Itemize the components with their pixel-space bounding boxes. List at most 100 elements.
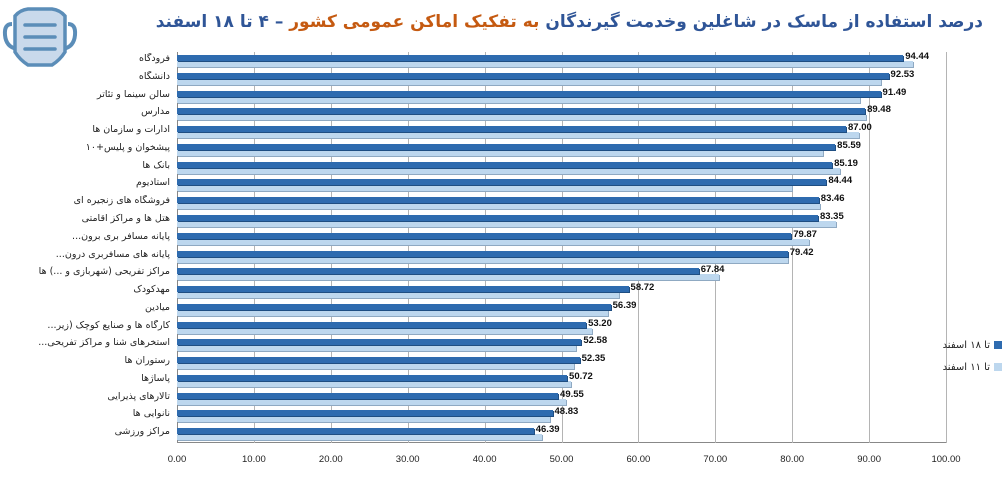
bar-row: 83.35: [177, 210, 946, 230]
bar-row: 46.39: [177, 424, 946, 443]
bar-series2: [177, 363, 574, 370]
data-label: 94.44: [905, 51, 930, 62]
chart-title-part1: درصد استفاده از ماسک در شاغلین وخدمت گیر…: [545, 12, 983, 32]
bar-row: 52.35: [177, 353, 946, 372]
bar-series1: [177, 374, 568, 381]
bar-series1: [177, 214, 818, 221]
legend-item-series1: تا ۱۸ اسفند: [912, 334, 1002, 356]
bar-row: 52.58: [177, 335, 946, 354]
category-label: مهدکودک: [133, 284, 170, 296]
legend-label: تا ۱۱ اسفند: [942, 361, 990, 373]
category-label: پایانه مسافر بری برون...: [72, 230, 170, 242]
bar-series2: [177, 327, 593, 334]
bar-series1: [177, 357, 580, 364]
bar-row: 50.72: [177, 370, 946, 390]
bar-series2: [177, 203, 820, 210]
data-label: 50.72: [569, 370, 593, 382]
bar-series1: [177, 392, 559, 399]
legend-item-series2: تا ۱۱ اسفند: [912, 356, 1002, 378]
x-tick-label: 90.00: [857, 454, 881, 465]
legend-label: تا ۱۸ اسفند: [942, 339, 990, 351]
data-label: 79.87: [793, 228, 817, 240]
category-label: دانشگاه: [138, 70, 170, 82]
category-label: هتل ها و مراکز اقامتی: [81, 212, 170, 224]
bar-series2: [177, 292, 620, 299]
bar-series1: [177, 286, 629, 293]
x-tick-label: 70.00: [703, 454, 728, 465]
bar-row: 92.53: [177, 68, 946, 88]
gridline: [330, 52, 332, 443]
bar-row: 58.72: [177, 282, 946, 301]
legend-swatch-light-blue: [994, 363, 1002, 371]
bar-series1: [177, 232, 792, 239]
x-tick-label: 30.00: [395, 454, 420, 465]
bar-series2: [177, 274, 720, 281]
gridline: [407, 52, 409, 443]
gridline: [561, 52, 563, 443]
data-label: 92.53: [890, 68, 915, 80]
x-tick-label: 60.00: [626, 454, 651, 465]
bar-series2: [177, 61, 913, 67]
bar-series2: [177, 132, 860, 139]
bar-series2: [177, 398, 567, 405]
bar-series1: [177, 55, 904, 61]
category-label: کارگاه ها و صنایع کوچک (زیر...: [47, 319, 170, 331]
bar-row: 87.00: [177, 122, 946, 141]
bar-series2: [177, 345, 577, 352]
bar-series2: [177, 114, 867, 121]
data-label: 53.20: [588, 317, 612, 329]
y-axis-line: [177, 52, 178, 443]
category-label: ادارات و سازمان ها: [92, 124, 170, 136]
bar-series2: [177, 416, 550, 423]
x-tick-label: 100.00: [931, 454, 961, 465]
bar-series1: [177, 108, 866, 115]
bar-row: 85.59: [177, 139, 946, 159]
bar-series2: [177, 96, 860, 103]
bar-series2: [177, 185, 793, 192]
bar-row: 89.48: [177, 104, 946, 123]
data-label: 56.39: [612, 299, 637, 311]
face-mask-icon: [2, 2, 78, 72]
data-label: 85.59: [837, 139, 861, 151]
bar-row: 83.46: [177, 193, 946, 212]
x-tick-label: 10.00: [242, 454, 266, 465]
data-label: 48.83: [554, 406, 579, 418]
gridline: [484, 52, 486, 443]
bar-series2: [177, 149, 823, 156]
category-label: رستوران ها: [124, 355, 170, 367]
bar-series1: [177, 90, 881, 97]
chart-title-part3: – ۴ تا ۱۸ اسفند: [155, 12, 284, 32]
bar-row: 79.87: [177, 228, 946, 248]
data-label: 83.35: [819, 210, 844, 222]
data-label: 84.44: [828, 175, 853, 187]
bar-series1: [177, 161, 833, 168]
x-tick-label: 80.00: [780, 454, 805, 465]
bar-series2: [177, 434, 543, 441]
bar-row: 85.19: [177, 158, 946, 177]
gridline: [253, 52, 255, 443]
plot-area: 94.44 92.53 91.49 89.48 87.00 85.59 85.19 84.44…: [177, 51, 947, 443]
data-label: 52.35: [581, 353, 606, 365]
category-label: مراکز ورزشی: [114, 426, 170, 438]
bar-series1: [177, 143, 836, 150]
data-label: 46.39: [535, 424, 560, 436]
bar-series1: [177, 250, 788, 257]
category-label: نانوایی ها: [132, 408, 170, 420]
data-label: 58.72: [630, 282, 655, 294]
category-label: فروشگاه های زنجیره ای: [73, 195, 170, 207]
category-label: پیشخوان و پلیس+۱۰: [85, 141, 170, 153]
bar-series1: [177, 303, 611, 310]
x-tick-label: 50.00: [549, 454, 574, 465]
x-tick-label: 20.00: [318, 454, 343, 465]
legend: تا ۱۸ اسفند تا ۱۱ اسفند: [912, 334, 1002, 378]
bar-series2: [177, 78, 881, 85]
bar-series1: [177, 321, 587, 328]
bar-row: 79.42: [177, 247, 946, 266]
data-label: 87.00: [848, 122, 872, 134]
bar-row: 49.55: [177, 389, 946, 408]
x-tick-label: 40.00: [472, 454, 497, 465]
bar-series1: [177, 126, 847, 133]
category-label: تالارهای پذیرایی: [107, 390, 170, 402]
chart-title: درصد استفاده از ماسک در شاغلین وخدمت گیر…: [155, 12, 984, 32]
category-label: مدارس: [141, 106, 170, 118]
